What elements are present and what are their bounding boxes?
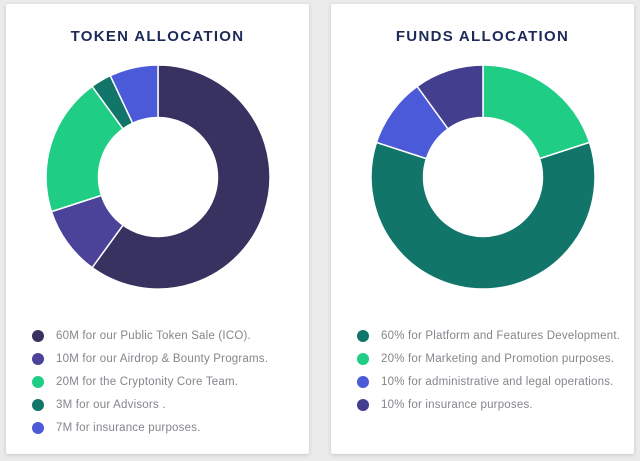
token-allocation-legend: 60M for our Public Token Sale (ICO). 10M … — [6, 324, 309, 439]
funds-allocation-donut-chart — [369, 63, 597, 291]
legend-label: 3M for our Advisors . — [56, 398, 166, 411]
legend-label: 7M for insurance purposes. — [56, 421, 201, 434]
legend-item: 60M for our Public Token Sale (ICO). — [32, 324, 301, 347]
donut-slice — [481, 64, 590, 160]
donut-chart-svg — [44, 64, 271, 290]
legend-item: 10M for our Airdrop & Bounty Programs. — [32, 347, 301, 370]
funds-allocation-card: FUNDS ALLOCATION 60% for Platform and Fe… — [331, 4, 634, 454]
funds-allocation-legend: 60% for Platform and Features Developmen… — [331, 324, 634, 416]
legend-bullet-icon — [357, 398, 369, 411]
legend-label: 20M for the Cryptonity Core Team. — [56, 375, 239, 388]
legend-bullet-icon — [357, 375, 369, 388]
legend-bullet-icon — [32, 398, 44, 411]
legend-bullet-icon — [32, 352, 44, 365]
token-allocation-card: TOKEN ALLOCATION 60M for our Public Toke… — [6, 4, 309, 454]
legend-item: 10% for insurance purposes. — [357, 393, 626, 416]
legend-item: 3M for our Advisors . — [32, 393, 301, 416]
donut-slice — [369, 141, 596, 290]
donut-slice — [90, 64, 271, 290]
legend-label: 10% for administrative and legal operati… — [381, 375, 614, 388]
legend-label: 10% for insurance purposes. — [381, 398, 533, 411]
donut-chart-svg — [369, 64, 596, 290]
legend-bullet-icon — [32, 375, 44, 388]
token-allocation-title: TOKEN ALLOCATION — [70, 28, 245, 45]
legend-item: 20% for Marketing and Promotion purposes… — [357, 347, 626, 370]
legend-item: 60% for Platform and Features Developmen… — [357, 324, 626, 347]
legend-bullet-icon — [32, 329, 44, 342]
token-allocation-donut-chart — [44, 63, 272, 291]
legend-item: 20M for the Cryptonity Core Team. — [32, 370, 301, 393]
legend-bullet-icon — [357, 352, 369, 365]
legend-item: 10% for administrative and legal operati… — [357, 370, 626, 393]
legend-bullet-icon — [357, 329, 369, 342]
legend-bullet-icon — [32, 421, 44, 434]
legend-label: 60% for Platform and Features Developmen… — [381, 329, 621, 342]
donut-slice — [415, 64, 484, 130]
legend-label: 60M for our Public Token Sale (ICO). — [56, 329, 251, 342]
legend-label: 10M for our Airdrop & Bounty Programs. — [56, 352, 269, 365]
funds-allocation-title: FUNDS ALLOCATION — [395, 28, 570, 45]
legend-item: 7M for insurance purposes. — [32, 416, 301, 439]
donut-slice — [109, 64, 159, 124]
legend-label: 20% for Marketing and Promotion purposes… — [381, 352, 615, 365]
